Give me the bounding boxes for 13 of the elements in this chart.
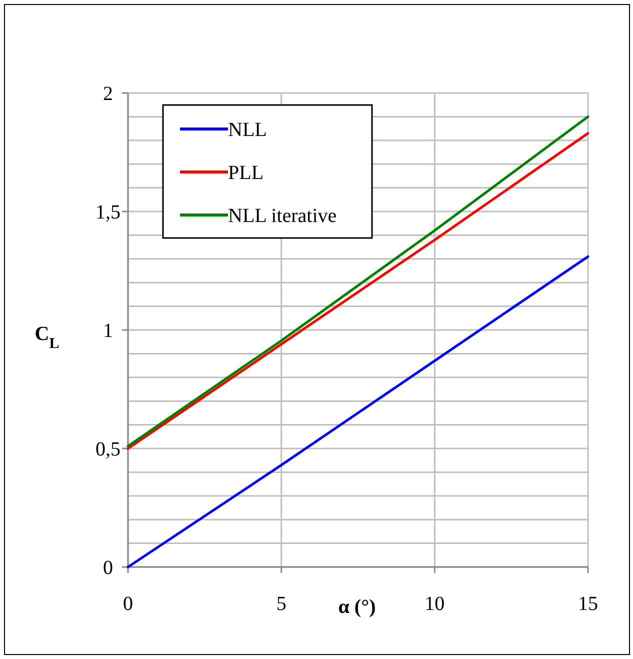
legend-label: NLL iterative (228, 205, 337, 227)
y-tick-label: 0 (103, 557, 113, 579)
legend-label: NLL (228, 119, 267, 141)
y-tick-label: 1,5 (96, 202, 120, 224)
y-tick-label: 2 (103, 83, 113, 105)
y-tick-label: 0,5 (96, 438, 120, 460)
y-axis-title: C$_{L}$ (34, 323, 60, 352)
x-tick-label: 10 (424, 593, 445, 615)
x-axis-title: α (°) (338, 596, 376, 618)
x-tick-label: 15 (578, 593, 598, 615)
y-tick-label: 1 (103, 320, 113, 342)
x-tick-label: 5 (276, 593, 286, 615)
legend-label: PLL (228, 162, 264, 184)
